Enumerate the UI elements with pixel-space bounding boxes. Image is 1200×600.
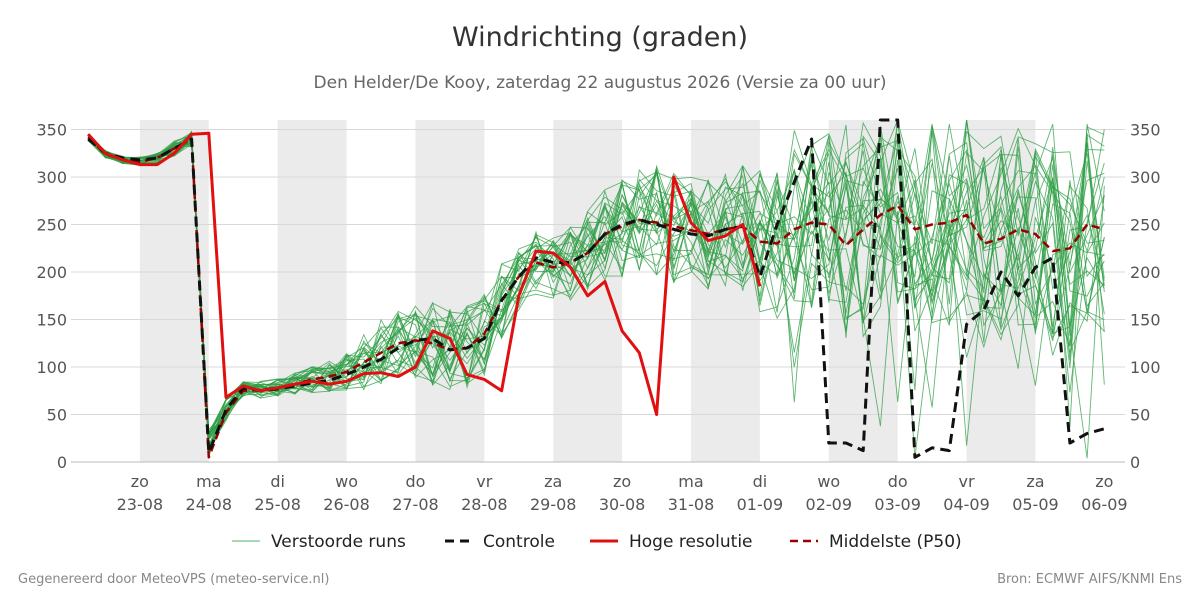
main-series [87, 118, 1105, 459]
xtick-day-11: do [888, 472, 908, 491]
day-shade-4 [691, 120, 760, 462]
ytick-right-200: 200 [1130, 263, 1161, 282]
xtick-date-5: 28-08 [461, 495, 508, 514]
day-shade-0 [139, 120, 209, 462]
xtick-day-14: zo [1095, 472, 1113, 491]
x-axis-ticks: zo 23-08 ma 24-08 di 25-08 wo 26-08 do 27-08 vr 28-… [117, 472, 1128, 514]
ytick-right-250: 250 [1130, 216, 1161, 235]
xtick-date-0: 23-08 [117, 495, 164, 514]
ensemble-member-29 [87, 127, 1105, 453]
hires-line [87, 131, 762, 416]
ytick-left-300: 300 [36, 168, 67, 187]
xtick-date-10: 02-09 [806, 495, 853, 514]
xtick-day-13: za [1026, 472, 1044, 491]
xtick-date-6: 29-08 [530, 495, 577, 514]
xtick-date-7: 30-08 [599, 495, 646, 514]
footer-source: Bron: ECMWF AIFS/KNMI Ens [997, 572, 1182, 587]
xtick-date-9: 01-09 [737, 495, 784, 514]
xtick-date-12: 04-09 [943, 495, 990, 514]
chart-subtitle: Den Helder/De Kooy, zaterdag 22 augustus… [313, 73, 887, 93]
legend-label-members: Verstoorde runs [271, 532, 406, 552]
xtick-date-8: 31-08 [668, 495, 715, 514]
xtick-day-4: do [405, 472, 425, 491]
ytick-left-0: 0 [57, 453, 67, 472]
ytick-left-100: 100 [36, 358, 67, 377]
ytick-left-150: 150 [36, 311, 67, 330]
ytick-right-0: 0 [1130, 453, 1140, 472]
chart-title: Windrichting (graden) [451, 22, 749, 53]
ytick-right-50: 50 [1130, 406, 1150, 425]
day-shade-3 [553, 120, 623, 462]
ensemble-member-30 [87, 129, 1105, 435]
ytick-left-50: 50 [47, 406, 67, 425]
ensemble-member-18 [87, 119, 1105, 447]
xtick-day-6: za [544, 472, 562, 491]
footer-credit: Gegenereerd door MeteoVPS (meteo-service… [18, 572, 330, 587]
ytick-right-350: 350 [1130, 121, 1161, 140]
ensemble-member-28 [87, 124, 1105, 459]
xtick-date-13: 05-09 [1012, 495, 1059, 514]
day-shade-2 [415, 120, 485, 462]
ensemble-member-25 [87, 139, 1105, 452]
ytick-left-350: 350 [36, 121, 67, 140]
y-axis-ticks: 0 0 50 50 100 100 150 150 200 200 250 250 300 300 350 3… [36, 121, 1160, 473]
xtick-day-10: wo [817, 472, 840, 491]
xtick-day-8: ma [678, 472, 703, 491]
ytick-right-100: 100 [1130, 358, 1161, 377]
ytick-left-200: 200 [36, 263, 67, 282]
ensemble-member-21 [87, 134, 1105, 453]
xtick-date-14: 06-09 [1081, 495, 1128, 514]
xtick-date-4: 27-08 [392, 495, 439, 514]
xtick-day-3: wo [335, 472, 358, 491]
xtick-day-1: ma [196, 472, 221, 491]
xtick-day-9: di [753, 472, 768, 491]
xtick-date-3: 26-08 [323, 495, 370, 514]
legend-label-p50: Middelste (P50) [829, 532, 962, 552]
ytick-right-150: 150 [1130, 311, 1161, 330]
legend-label-hires: Hoge resolutie [629, 532, 753, 552]
xtick-day-7: zo [613, 472, 631, 491]
xtick-date-2: 25-08 [254, 495, 301, 514]
xtick-day-12: vr [959, 472, 975, 491]
ensemble-member-24 [87, 133, 1105, 448]
ytick-left-250: 250 [36, 216, 67, 235]
ytick-right-300: 300 [1130, 168, 1161, 187]
legend-label-control: Controle [483, 532, 555, 552]
day-shade-1 [277, 120, 347, 462]
xtick-date-1: 24-08 [186, 495, 233, 514]
xtick-day-2: di [270, 472, 285, 491]
xtick-day-5: vr [476, 472, 492, 491]
xtick-date-11: 03-09 [874, 495, 921, 514]
legend: Verstoorde runs Controle Hoge resolutie … [232, 532, 962, 552]
xtick-day-0: zo [131, 472, 149, 491]
